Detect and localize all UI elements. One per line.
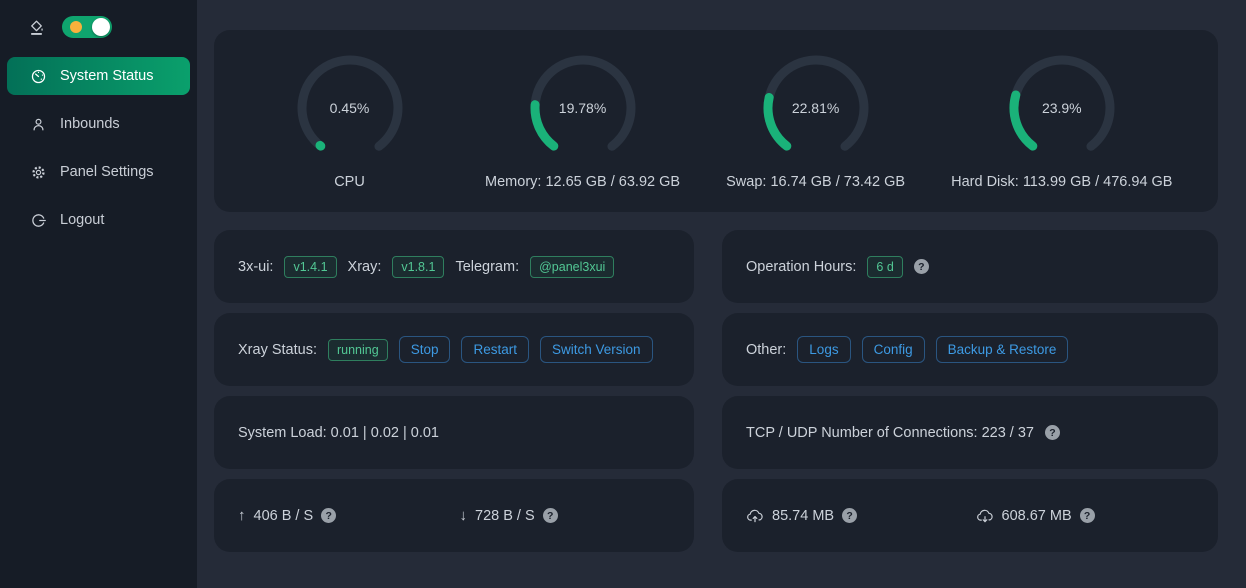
gauge-arc — [1009, 55, 1115, 161]
xray-status-card: Xray Status: running Stop Restart Switch… — [214, 313, 694, 386]
total-traffic-card: 85.74 MB ? 608.67 MB ? — [722, 479, 1218, 552]
help-icon[interactable]: ? — [321, 508, 337, 523]
sidebar-header — [0, 0, 197, 38]
help-icon[interactable]: ? — [842, 508, 858, 523]
bg-colors-icon — [27, 18, 46, 37]
sidebar-nav: System Status Inbounds — [0, 57, 197, 239]
help-icon[interactable]: ? — [542, 508, 558, 523]
switch-version-button[interactable]: Switch Version — [539, 336, 653, 363]
operation-hours-tag: 6 d — [867, 255, 903, 278]
operation-hours-card: Operation Hours: 6 d ? — [722, 230, 1218, 303]
sidebar-item-inbounds[interactable]: Inbounds — [7, 105, 190, 143]
other-label: Other: — [746, 341, 787, 358]
sidebar-item-label: System Status — [60, 68, 154, 84]
download-speed-text: 728 B / S — [475, 507, 535, 524]
dark-mode-toggle[interactable] — [62, 16, 112, 38]
gauge-label: Swap: 16.74 GB / 73.42 GB — [726, 174, 906, 190]
restart-button[interactable]: Restart — [461, 336, 529, 363]
system-load-text: System Load: 0.01 | 0.02 | 0.01 — [238, 424, 439, 441]
cloud-upload-icon — [746, 508, 764, 524]
stop-button[interactable]: Stop — [398, 336, 451, 363]
user-icon — [30, 116, 47, 133]
upload-speed-text: 406 B / S — [253, 507, 314, 524]
gauge-label: Memory: 12.65 GB / 63.92 GB — [485, 174, 681, 190]
gauge-value: 0.45% — [329, 100, 370, 116]
network-speed-card: ↑ 406 B / S ? ↓ 728 B / S ? — [214, 479, 694, 552]
sidebar-item-label: Logout — [60, 212, 105, 228]
gauge-label: Hard Disk: 113.99 GB / 476.94 GB — [951, 174, 1173, 190]
sidebar-item-panel-settings[interactable]: Panel Settings — [7, 153, 190, 191]
cloud-download-icon — [976, 508, 994, 524]
gauge-arc — [297, 55, 403, 161]
gauge-cpu: 0.45% CPU — [260, 52, 440, 190]
gauge-value: 19.78% — [558, 100, 607, 116]
traffic-sent: 85.74 MB ? — [746, 508, 965, 524]
gauge-hard-disk: 23.9% Hard Disk: 113.99 GB / 476.94 GB — [951, 52, 1172, 190]
help-icon[interactable]: ? — [1079, 508, 1095, 523]
main-content: 0.45% CPU 19.78% Memory: 12.65 GB / 63.9… — [197, 0, 1246, 588]
gauge-memory: 19.78% Memory: 12.65 GB / 63.92 GB — [485, 52, 680, 190]
arrow-up-icon: ↑ — [238, 507, 246, 524]
gauge-value: 23.9% — [1041, 100, 1082, 116]
sidebar-item-label: Inbounds — [60, 116, 120, 132]
help-icon[interactable]: ? — [1045, 425, 1060, 440]
xray-status-tag: running — [327, 338, 388, 361]
gauge-swap: 22.81% Swap: 16.74 GB / 73.42 GB — [726, 52, 906, 190]
logout-icon — [30, 212, 47, 229]
gauge-arc — [530, 55, 636, 161]
system-gauges-card: 0.45% CPU 19.78% Memory: 12.65 GB / 63.9… — [214, 30, 1218, 212]
sidebar: System Status Inbounds — [0, 0, 197, 588]
sun-icon — [70, 21, 82, 33]
xray-status-label: Xray Status: — [238, 341, 317, 358]
telegram-tag[interactable]: @panel3xui — [530, 255, 615, 278]
help-icon[interactable]: ? — [913, 259, 929, 274]
connections-card: TCP / UDP Number of Connections: 223 / 3… — [722, 396, 1218, 469]
arrow-down-icon: ↓ — [459, 507, 468, 524]
sidebar-item-label: Panel Settings — [60, 164, 154, 180]
backup-restore-button[interactable]: Backup & Restore — [935, 336, 1069, 363]
logs-button[interactable]: Logs — [797, 336, 851, 363]
gauge-arc — [763, 55, 869, 161]
config-button[interactable]: Config — [861, 336, 925, 363]
gauge-label: CPU — [334, 174, 365, 190]
app-version-label: 3x-ui: — [238, 258, 274, 275]
toggle-knob — [92, 18, 110, 36]
traffic-received-text: 608.67 MB — [1001, 507, 1072, 524]
dashboard-icon — [30, 68, 47, 85]
xray-version-tag: v1.8.1 — [392, 255, 445, 278]
traffic-sent-text: 85.74 MB — [772, 507, 835, 524]
versions-card: 3x-ui: v1.4.1 Xray: v1.8.1 Telegram: @pa… — [214, 230, 694, 303]
sidebar-item-logout[interactable]: Logout — [7, 201, 190, 239]
operation-hours-label: Operation Hours: — [746, 258, 857, 275]
download-speed: ↓ 728 B / S ? — [460, 507, 671, 524]
gauge-value: 22.81% — [791, 100, 840, 116]
xray-version-label: Xray: — [347, 258, 382, 275]
system-load-card: System Load: 0.01 | 0.02 | 0.01 — [214, 396, 694, 469]
upload-speed: ↑ 406 B / S ? — [238, 507, 449, 524]
connections-text: TCP / UDP Number of Connections: 223 / 3… — [746, 424, 1034, 441]
other-actions-card: Other: Logs Config Backup & Restore — [722, 313, 1218, 386]
app-version-tag: v1.4.1 — [284, 255, 337, 278]
sidebar-item-system-status[interactable]: System Status — [7, 57, 190, 95]
traffic-received: 608.67 MB ? — [976, 508, 1195, 524]
telegram-label: Telegram: — [455, 258, 520, 275]
gear-icon — [30, 164, 47, 181]
